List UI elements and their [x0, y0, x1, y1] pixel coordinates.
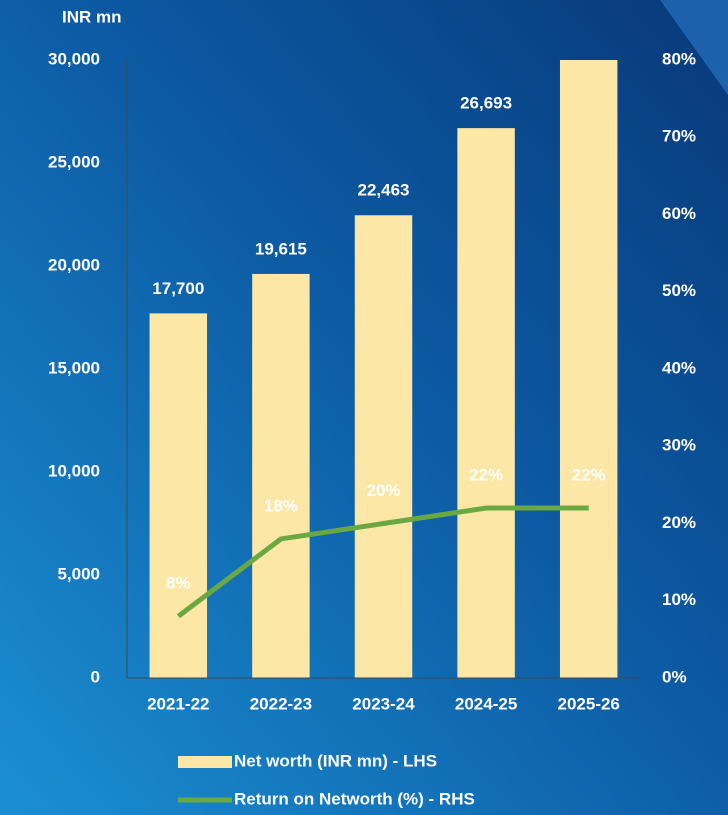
bar-value-label: 26,693 [460, 94, 512, 113]
y2-tick-label: 20% [662, 513, 696, 532]
y-axis-label: INR mn [62, 7, 122, 26]
y-tick-label: 0 [91, 667, 100, 686]
line-value-label: 18% [264, 496, 298, 515]
y-tick-label: 15,000 [48, 358, 100, 377]
y2-tick-label: 50% [662, 281, 696, 300]
line-value-label: 22% [572, 466, 606, 485]
y-tick-label: 20,000 [48, 255, 100, 274]
y-tick-label: 30,000 [48, 49, 100, 68]
y2-tick-label: 60% [662, 204, 696, 223]
legend-label: Net worth (INR mn) - LHS [234, 751, 437, 770]
y-tick-label: 10,000 [48, 461, 100, 480]
bar [149, 313, 208, 678]
y-tick-label: 5,000 [57, 564, 100, 583]
y2-tick-label: 40% [662, 358, 696, 377]
y2-tick-label: 10% [662, 590, 696, 609]
bar-value-label: 17,700 [152, 279, 204, 298]
line-value-label: 20% [366, 481, 400, 500]
y2-tick-label: 30% [662, 436, 696, 455]
x-tick-label: 2023-24 [352, 694, 415, 713]
line [176, 505, 589, 619]
bar [559, 60, 618, 678]
x-tick-label: 2025-26 [558, 694, 620, 713]
line-value-label: 22% [469, 466, 503, 485]
bar [354, 215, 413, 678]
y2-tick-label: 0% [662, 667, 687, 686]
bar [252, 273, 310, 678]
legend-label: Return on Networth (%) - RHS [234, 789, 475, 808]
x-tick-label: 2024-25 [455, 694, 517, 713]
y-tick-label: 25,000 [48, 152, 100, 171]
bar-value-label: 22,463 [358, 181, 410, 200]
bar [457, 128, 515, 678]
y2-tick-label: 70% [662, 127, 696, 146]
legend-swatch [178, 756, 232, 768]
y2-tick-label: 80% [662, 49, 696, 68]
bar-value-label: 19,615 [255, 239, 307, 258]
x-tick-label: 2021-22 [147, 694, 209, 713]
corner-shade [660, 0, 728, 95]
line-value-label: 8% [166, 574, 191, 593]
x-tick-label: 2022-23 [250, 694, 312, 713]
